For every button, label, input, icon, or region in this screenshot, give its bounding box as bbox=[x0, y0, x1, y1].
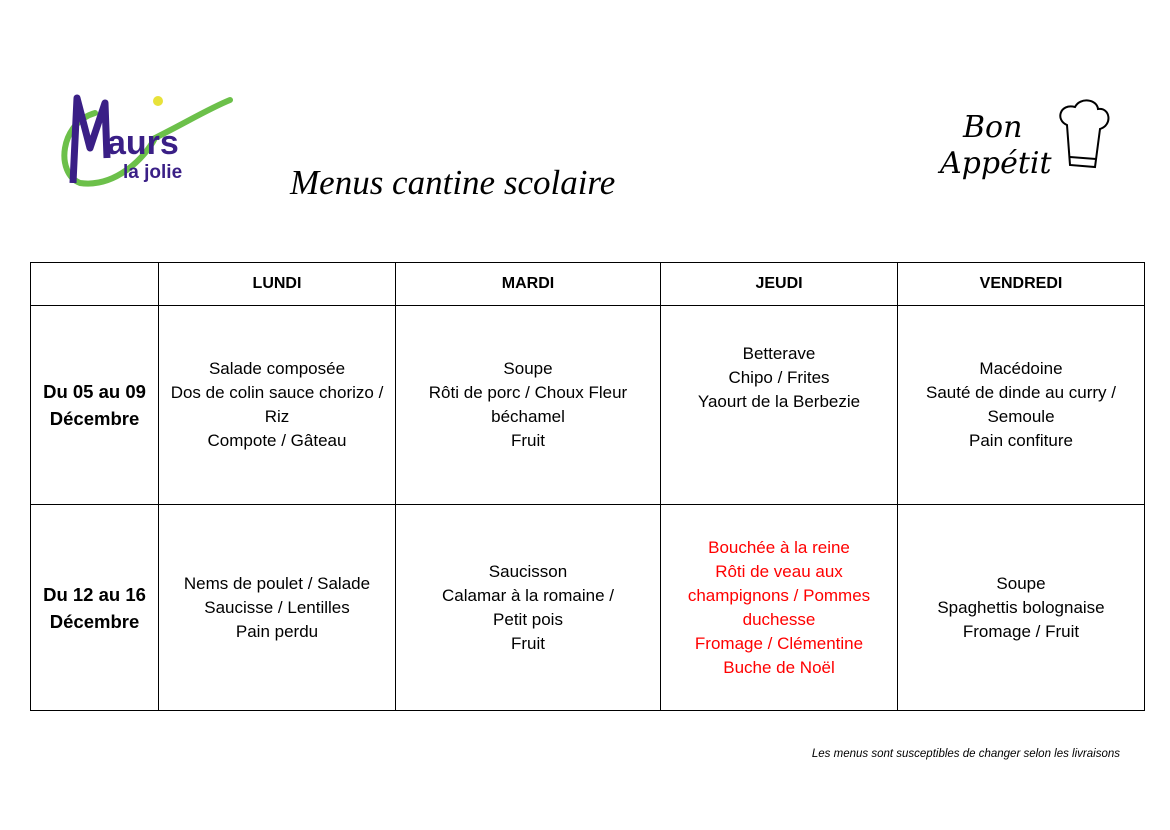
chef-hat-icon bbox=[1059, 99, 1110, 169]
header-empty bbox=[30, 262, 159, 306]
menu-table: LUNDI MARDI JEUDI VENDREDI Du 05 au 09 D… bbox=[30, 262, 1145, 711]
header-lundi: LUNDI bbox=[158, 262, 396, 306]
menu-item: Sauté de dinde au curry / bbox=[926, 383, 1116, 402]
header-row: LUNDI MARDI JEUDI VENDREDI bbox=[30, 262, 1145, 306]
menu-item: Fruit bbox=[511, 633, 545, 653]
menu-item: Buche de Noël bbox=[723, 657, 835, 677]
menu-item: Betterave bbox=[742, 344, 816, 363]
maurs-la-jolie-logo: aurs la jolie bbox=[55, 88, 235, 193]
menu-cell-mardi: Soupe Rôti de porc / Choux Fleur béchame… bbox=[395, 305, 661, 505]
menu-item: Yaourt de la Berbezie bbox=[697, 392, 861, 411]
menu-cell-lundi: Nems de poulet / Salade Saucisse / Lenti… bbox=[158, 504, 396, 711]
menu-item: Macédoine bbox=[979, 359, 1063, 378]
svg-text:Appétit: Appétit bbox=[937, 146, 1052, 181]
menu-item: Fromage / Clémentine bbox=[694, 633, 864, 653]
week-label: Du 12 au 16 Décembre bbox=[30, 504, 159, 711]
svg-text:aurs: aurs bbox=[107, 124, 179, 162]
menu-item: Fromage / Fruit bbox=[962, 621, 1080, 641]
menu-item: Soupe bbox=[996, 573, 1046, 593]
week-line: Décembre bbox=[49, 408, 140, 429]
menu-item: Bouchée à la reine bbox=[708, 537, 850, 557]
header-vendredi: VENDREDI bbox=[897, 262, 1145, 306]
menu-cell-jeudi: Betterave Chipo / Frites Yaourt de la Be… bbox=[660, 305, 898, 505]
page-title: Menus cantine scolaire bbox=[290, 163, 616, 202]
week-label: Du 05 au 09 Décembre bbox=[30, 305, 159, 505]
header-mardi: MARDI bbox=[395, 262, 661, 306]
menu-cell-vendredi: Soupe Spaghettis bolognaise Fromage / Fr… bbox=[897, 504, 1145, 711]
menu-item: Saucisse / Lentilles bbox=[204, 597, 350, 617]
menu-item: Dos de colin sauce chorizo / bbox=[170, 383, 384, 402]
menu-cell-lundi: Salade composée Dos de colin sauce chori… bbox=[158, 305, 396, 505]
menu-item: Rôti de veau aux bbox=[715, 561, 843, 581]
menu-cell-mardi: Saucisson Calamar à la romaine / Petit p… bbox=[395, 504, 661, 711]
menu-item: Salade composée bbox=[208, 359, 346, 378]
week-line: Du 12 au 16 bbox=[43, 583, 146, 605]
menu-item: Soupe bbox=[503, 359, 553, 378]
menu-item: Pain confiture bbox=[969, 431, 1073, 450]
menu-item: Semoule bbox=[987, 407, 1055, 426]
bon-appetit-logo: Bon Appétit bbox=[935, 95, 1115, 190]
menu-item: Compote / Gâteau bbox=[207, 431, 347, 450]
menu-item: béchamel bbox=[491, 407, 565, 426]
svg-text:la jolie: la jolie bbox=[123, 162, 182, 183]
footer-note: Les menus sont susceptibles de changer s… bbox=[811, 748, 1120, 760]
menu-item: Riz bbox=[264, 407, 290, 426]
week-line: Du 05 au 09 bbox=[43, 381, 146, 402]
menu-item: champignons / Pommes bbox=[687, 585, 871, 605]
menu-cell-jeudi-special: Bouchée à la reine Rôti de veau aux cham… bbox=[660, 504, 898, 711]
menu-cell-vendredi: Macédoine Sauté de dinde au curry / Semo… bbox=[897, 305, 1145, 505]
menu-item: Calamar à la romaine / bbox=[442, 585, 614, 605]
menu-item: Chipo / Frites bbox=[728, 368, 830, 387]
menu-item: Pain perdu bbox=[235, 621, 319, 641]
week-line: Décembre bbox=[49, 610, 140, 632]
menu-item: duchesse bbox=[742, 609, 816, 629]
menu-item: Saucisson bbox=[488, 561, 568, 581]
menu-item: Petit pois bbox=[493, 609, 563, 629]
menu-item: Rôti de porc / Choux Fleur bbox=[428, 383, 628, 402]
svg-text:Bon: Bon bbox=[962, 110, 1022, 145]
table-row: Du 05 au 09 Décembre Salade composée Dos… bbox=[30, 305, 1145, 505]
menu-item: Fruit bbox=[511, 431, 545, 450]
menu-item: Nems de poulet / Salade bbox=[183, 573, 371, 593]
menu-item: Spaghettis bolognaise bbox=[937, 597, 1105, 617]
header-jeudi: JEUDI bbox=[660, 262, 898, 306]
table-row: Du 12 au 16 Décembre Nems de poulet / Sa… bbox=[30, 504, 1145, 711]
